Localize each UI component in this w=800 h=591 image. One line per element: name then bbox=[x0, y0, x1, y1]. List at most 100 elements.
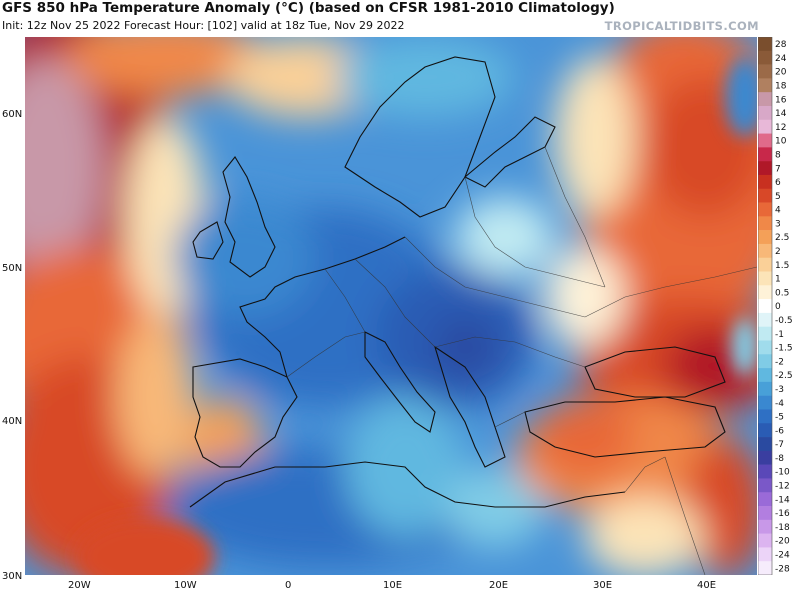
scandinavia-coast bbox=[344, 56, 496, 218]
colorbar-label: 12 bbox=[775, 123, 786, 133]
lon-label-40e: 40E bbox=[697, 580, 716, 591]
colorbar-label: 20 bbox=[775, 68, 787, 78]
colorbar-label: -20 bbox=[775, 537, 790, 547]
map-title: GFS 850 hPa Temperature Anomaly (°C) (ba… bbox=[2, 0, 615, 16]
colorbar-label: 28 bbox=[775, 40, 787, 50]
colorbar-swatch bbox=[758, 188, 772, 203]
lon-label-20w: 20W bbox=[68, 580, 91, 591]
colorbar-label: 1 bbox=[775, 275, 781, 285]
borders bbox=[286, 146, 757, 575]
lon-label-10w: 10W bbox=[174, 580, 197, 591]
colorbar-label: -4 bbox=[775, 399, 784, 409]
colorbar-label: 5 bbox=[775, 192, 781, 202]
colorbar-label: -12 bbox=[775, 482, 790, 492]
colorbar-label: -16 bbox=[775, 509, 790, 519]
colorbar-label: -0.5 bbox=[775, 316, 793, 326]
lon-label-0: 0 bbox=[285, 580, 291, 591]
colorbar-swatch bbox=[758, 561, 772, 575]
colorbar-swatch bbox=[758, 133, 772, 148]
colorbar-label: -6 bbox=[775, 426, 784, 436]
turkey-coast bbox=[524, 396, 726, 458]
colorbar-frame bbox=[758, 37, 773, 575]
western-europe-coast bbox=[239, 236, 406, 378]
colorbar-swatch bbox=[758, 216, 772, 231]
colorbar-label: -1.5 bbox=[775, 344, 793, 354]
colorbar-swatch bbox=[758, 50, 772, 65]
colorbar-swatch bbox=[758, 230, 772, 245]
forecast-info: Init: 12z Nov 25 2022 Forecast Hour: [10… bbox=[2, 19, 405, 32]
colorbar-swatch bbox=[758, 37, 772, 52]
colorbar-swatch bbox=[758, 312, 772, 327]
colorbar-label: -5 bbox=[775, 413, 784, 423]
lat-label-60n: 60N bbox=[2, 109, 22, 120]
colorbar-swatch bbox=[758, 354, 772, 369]
colorbar-label: 7 bbox=[775, 164, 781, 174]
colorbar-label: 14 bbox=[775, 109, 787, 119]
colorbar-swatch bbox=[758, 257, 772, 272]
colorbar-label: 18 bbox=[775, 81, 787, 91]
colorbar-label: 1.5 bbox=[775, 261, 789, 271]
anomaly-detail bbox=[75, 57, 757, 575]
colorbar-label: -28 bbox=[775, 564, 790, 574]
colorbar-swatch bbox=[758, 533, 772, 548]
colorbar-label: 8 bbox=[775, 150, 781, 160]
colorbar-label: -3 bbox=[775, 385, 784, 395]
colorbar-swatch bbox=[758, 423, 772, 438]
ireland-coast bbox=[192, 221, 224, 260]
colorbar-swatch bbox=[758, 326, 772, 341]
italy-coast bbox=[364, 331, 436, 433]
colorbar-swatch bbox=[758, 78, 772, 93]
iberia-coast bbox=[192, 358, 298, 468]
colorbar-label: 0 bbox=[775, 302, 781, 312]
colorbar-swatch bbox=[758, 464, 772, 479]
lat-label-40n: 40N bbox=[2, 416, 22, 427]
colorbar-label: -14 bbox=[775, 495, 790, 505]
colorbar-swatch bbox=[758, 147, 772, 162]
colorbar-label: -8 bbox=[775, 454, 784, 464]
anomaly-map bbox=[25, 37, 757, 575]
lon-label-30e: 30E bbox=[593, 580, 612, 591]
brand-watermark: TROPICALTIDBITS.COM bbox=[604, 19, 759, 33]
colorbar-swatch bbox=[758, 92, 772, 107]
colorbar-swatch bbox=[758, 437, 772, 452]
colorbar-swatch bbox=[758, 492, 772, 507]
colorbar-swatch bbox=[758, 299, 772, 314]
colorbar-swatch bbox=[758, 340, 772, 355]
colorbar: 28 24 20 18 16 14 12 10 8 7 6 5 4 3 2.5 2 1.5 1 0.5 0 -0.5 -1… bbox=[758, 37, 793, 575]
colorbar-label: 10 bbox=[775, 137, 787, 147]
colorbar-swatch bbox=[758, 161, 772, 176]
colorbar-label: -2 bbox=[775, 357, 784, 367]
colorbar-swatch bbox=[758, 368, 772, 383]
balkans-coast bbox=[434, 345, 506, 468]
colorbar-swatch bbox=[758, 64, 772, 79]
colorbar-swatch bbox=[758, 105, 772, 121]
colorbar-swatch bbox=[758, 519, 772, 534]
colorbar-label: -7 bbox=[775, 440, 784, 450]
lon-label-20e: 20E bbox=[489, 580, 508, 591]
lat-label-50n: 50N bbox=[2, 263, 22, 274]
colorbar-swatch bbox=[758, 450, 772, 465]
lon-label-10e: 10E bbox=[383, 580, 402, 591]
anomaly-field bbox=[25, 37, 757, 575]
colorbar-swatch bbox=[758, 478, 772, 493]
colorbar-label: 2.5 bbox=[775, 233, 789, 243]
colorbar-swatch bbox=[758, 202, 772, 217]
map-header: GFS 850 hPa Temperature Anomaly (°C) (ba… bbox=[0, 0, 800, 36]
colorbar-swatch bbox=[758, 271, 772, 286]
north-africa-coast bbox=[189, 461, 626, 508]
colorbar-label: 3 bbox=[775, 219, 781, 229]
colorbar-swatch bbox=[758, 395, 772, 410]
colorbar-label: -24 bbox=[775, 551, 790, 561]
colorbar-label: 24 bbox=[775, 54, 787, 64]
colorbar-swatch bbox=[758, 547, 772, 562]
lat-label-30n: 30N bbox=[2, 571, 22, 582]
colorbar-label: 16 bbox=[775, 95, 787, 105]
colorbar-swatch bbox=[758, 409, 772, 424]
baltic-coast bbox=[464, 116, 556, 188]
colorbar-swatch bbox=[758, 381, 772, 396]
colorbar-swatch bbox=[758, 174, 772, 190]
colorbar-swatch bbox=[758, 285, 772, 300]
colorbar-swatch bbox=[758, 243, 772, 259]
colorbar-label: 4 bbox=[775, 206, 781, 216]
coastlines bbox=[189, 56, 726, 508]
